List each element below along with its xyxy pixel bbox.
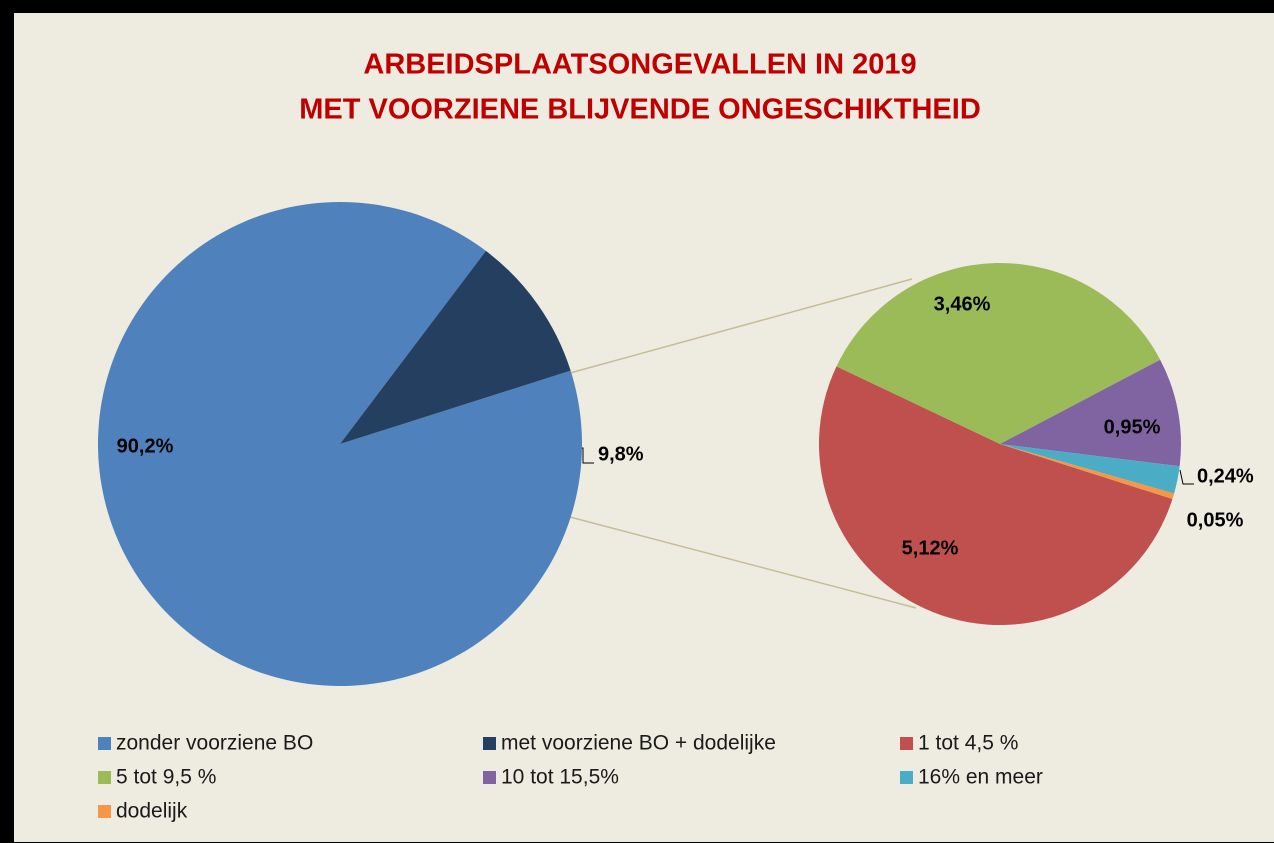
data-label: 9,8% [598,443,644,465]
legend-label: 1 tot 4,5 % [918,732,1018,755]
legend-swatch [900,737,913,750]
pie-slice [836,263,1161,444]
data-label: 0,05% [1187,509,1244,531]
data-label: 5,12% [902,537,959,559]
pie-slice [1000,444,1180,494]
pie-slice [1000,444,1175,500]
pie-slice [819,366,1173,625]
legend-label: zonder voorziene BO [116,732,313,755]
pie-slice [1000,359,1181,467]
legend-swatch [900,771,913,784]
data-label: 3,46% [934,293,991,315]
legend-label: 10 tot 15,5% [501,766,619,789]
pie-slice [340,250,571,444]
leader-line [1179,469,1194,485]
legend-swatch [483,771,496,784]
connector [569,278,913,374]
legend-swatch [483,737,496,750]
chart-title: ARBEIDSPLAATSONGEVALLEN IN 2019 [363,49,916,81]
legend-label: 5 tot 9,5 % [116,766,216,789]
connector [569,516,917,609]
chart-title: MET VOORZIENE BLIJVENDE ONGESCHIKTHEID [299,94,981,126]
data-label: 0,95% [1104,416,1161,438]
legend-swatch [98,737,111,750]
legend-swatch [98,771,111,784]
legend-label: 16% en meer [918,766,1043,789]
legend-swatch [98,805,111,818]
legend-label: dodelijk [116,800,188,823]
legend-label: met voorziene BO + dodelijke [501,732,776,755]
data-label: 0,24% [1197,465,1254,487]
pie-slice [97,201,582,686]
data-label: 90,2% [117,435,174,457]
